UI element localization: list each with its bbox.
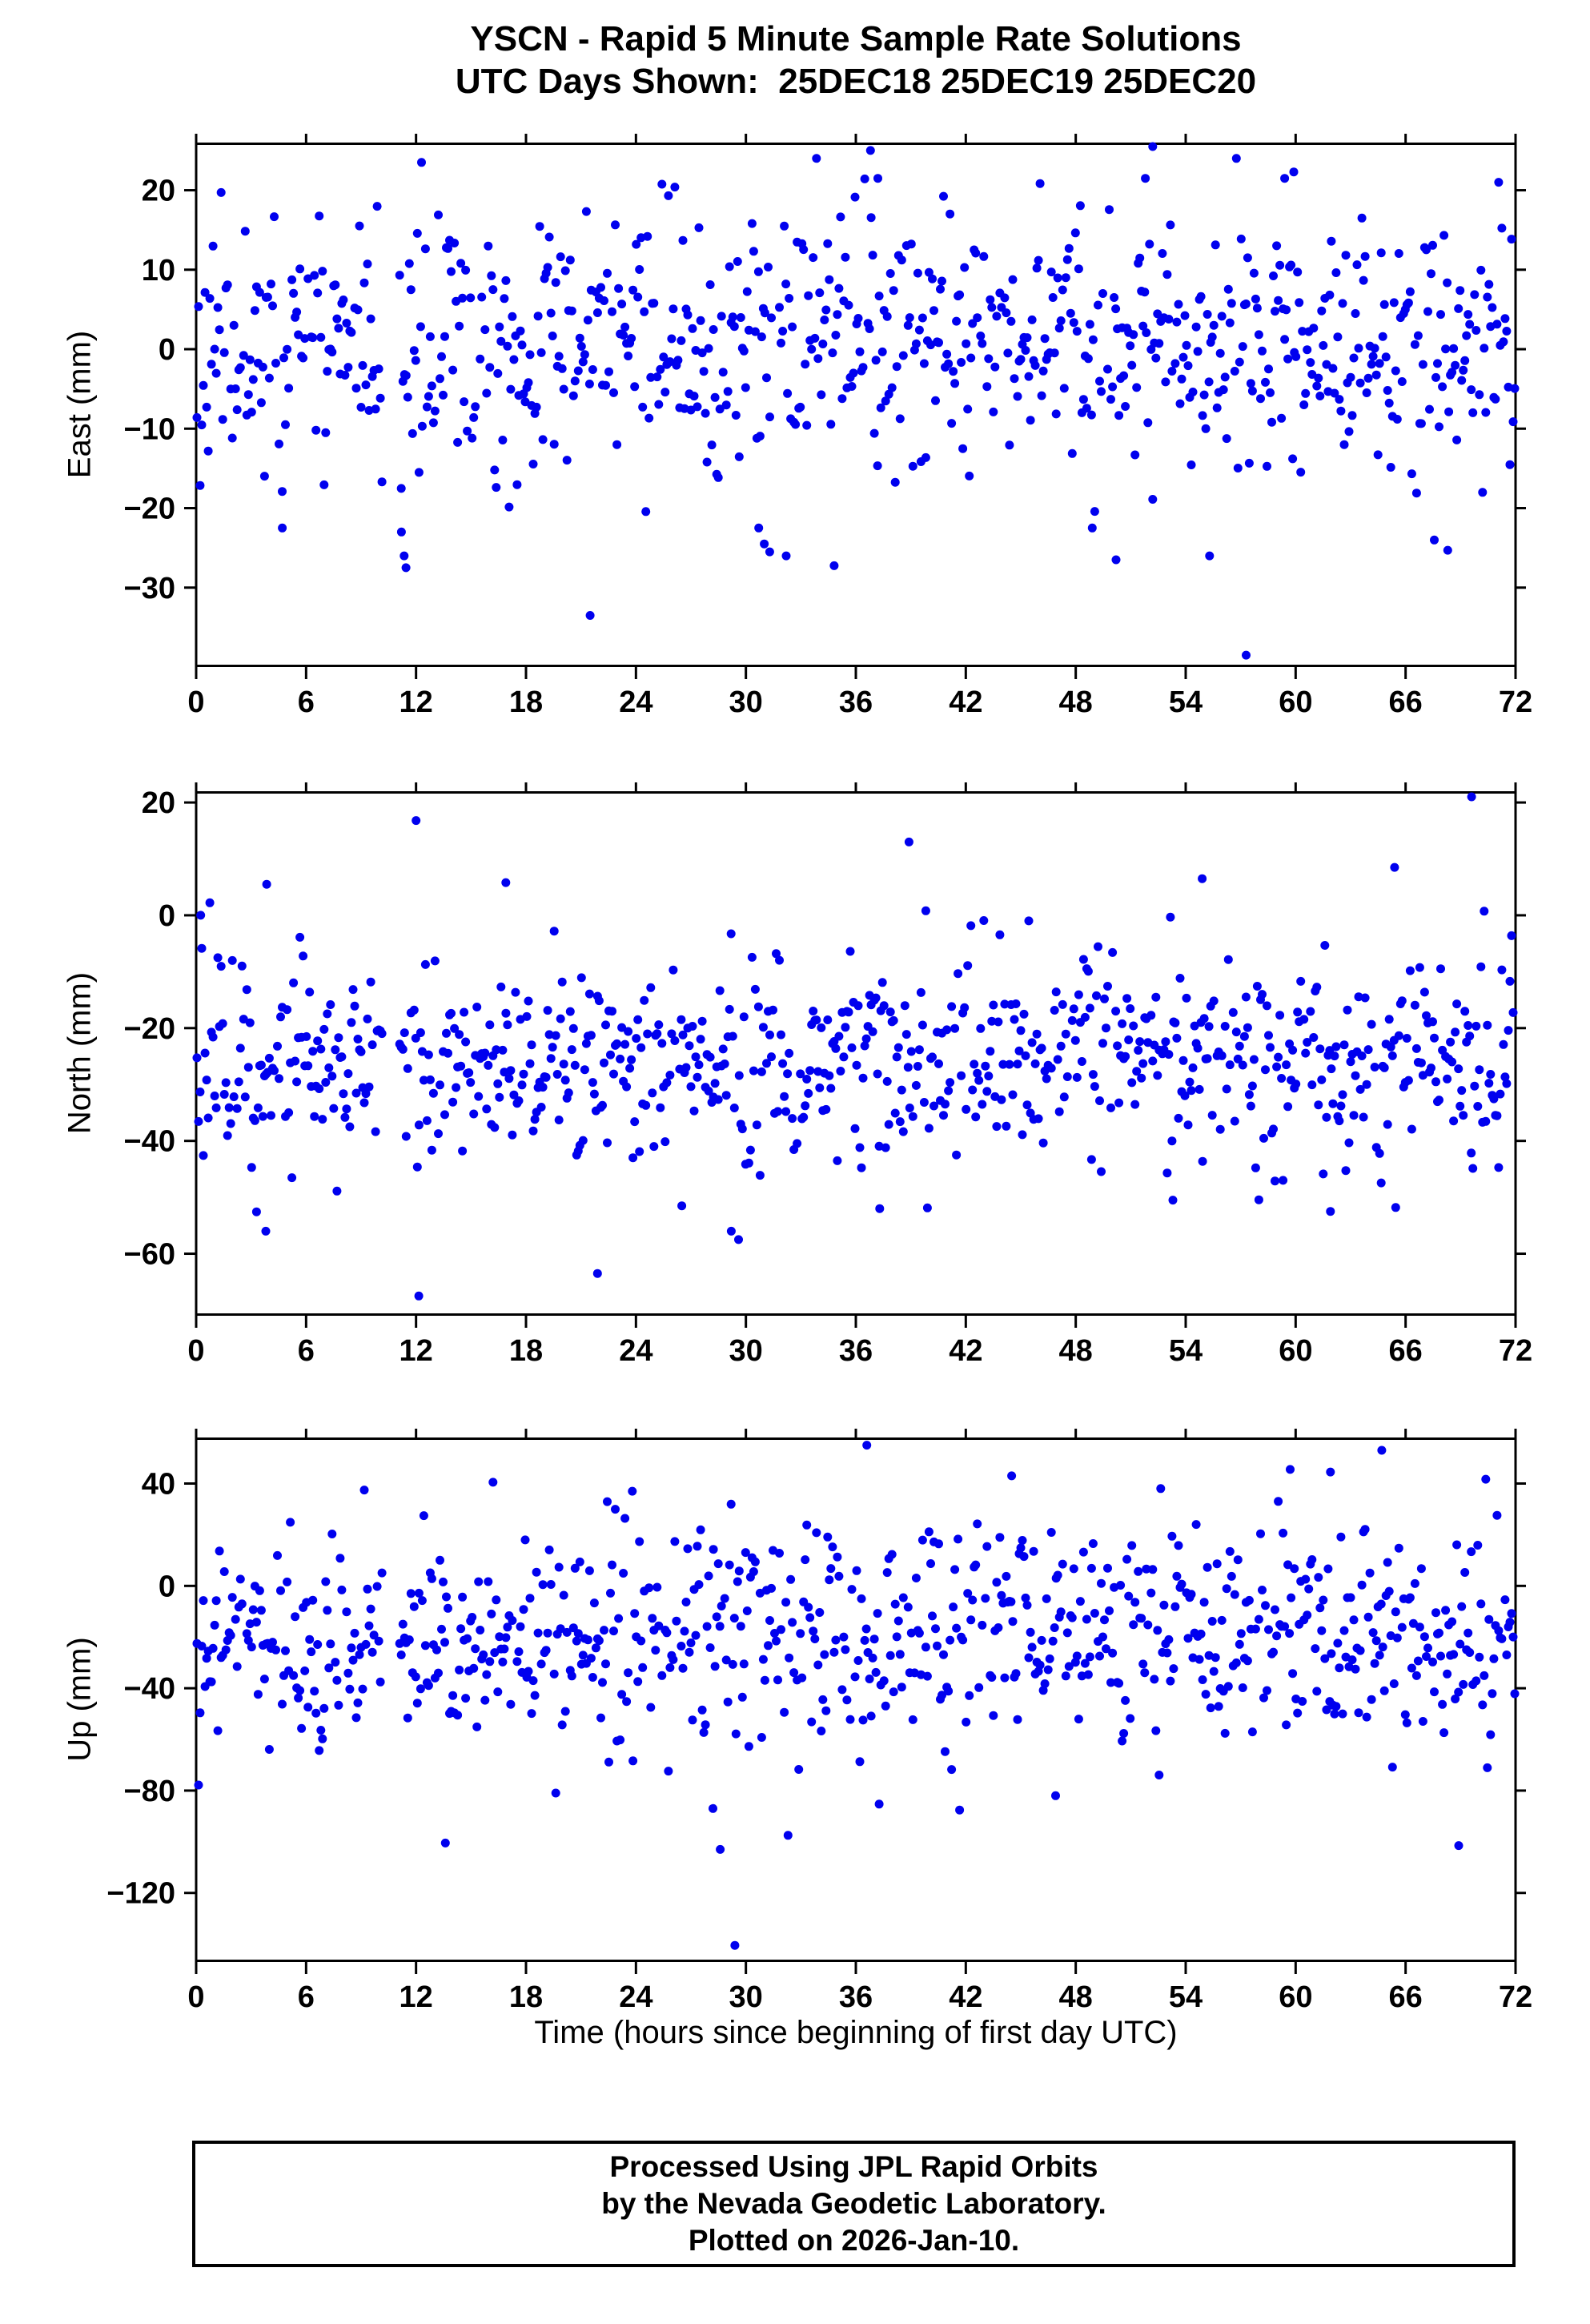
svg-text:48: 48 xyxy=(1059,1334,1093,1368)
svg-text:6: 6 xyxy=(298,1980,315,2014)
svg-text:18: 18 xyxy=(509,686,543,719)
svg-text:72: 72 xyxy=(1499,1980,1532,2014)
svg-text:−120: −120 xyxy=(106,1877,175,1911)
svg-text:0: 0 xyxy=(159,333,175,367)
svg-text:24: 24 xyxy=(619,1980,652,2014)
svg-text:54: 54 xyxy=(1169,1334,1203,1368)
svg-text:36: 36 xyxy=(839,686,873,719)
svg-text:−60: −60 xyxy=(124,1238,175,1272)
footer-box: Processed Using JPL Rapid Orbits by the … xyxy=(192,2141,1516,2267)
svg-text:−30: −30 xyxy=(124,572,175,605)
svg-text:30: 30 xyxy=(729,1334,763,1368)
svg-text:−20: −20 xyxy=(124,493,175,526)
svg-text:12: 12 xyxy=(400,1980,433,2014)
svg-text:54: 54 xyxy=(1169,686,1203,719)
svg-text:66: 66 xyxy=(1389,1980,1423,2014)
svg-text:66: 66 xyxy=(1389,1334,1423,1368)
svg-text:−80: −80 xyxy=(124,1775,175,1808)
svg-text:30: 30 xyxy=(729,1980,763,2014)
east-scatter-plot: 0 6 12 18 24 30 36 42 48 54 60 66 72 20 10 0 −10 −20 −30 xyxy=(124,134,1532,719)
up-scatter-plot: 0 6 12 18 24 30 36 42 48 54 60 66 72 40 0 −40 −80 −120 xyxy=(106,1429,1532,2014)
chart-title-line1: YSCN - Rapid 5 Minute Sample Rate Soluti… xyxy=(470,19,1242,58)
svg-text:40: 40 xyxy=(142,1468,175,1502)
svg-text:20: 20 xyxy=(142,175,175,208)
svg-text:0: 0 xyxy=(187,1334,204,1368)
svg-text:48: 48 xyxy=(1059,1980,1093,2014)
svg-text:42: 42 xyxy=(949,1334,982,1368)
svg-text:0: 0 xyxy=(187,1980,204,2014)
x-axis-label: Time (hours since beginning of first day… xyxy=(534,2015,1178,2050)
svg-text:0: 0 xyxy=(159,899,175,933)
north-scatter-plot: 0 6 12 18 24 30 36 42 48 54 60 66 72 20 0 −20 −40 −60 xyxy=(124,782,1532,1368)
svg-text:66: 66 xyxy=(1389,686,1423,719)
svg-text:18: 18 xyxy=(509,1334,543,1368)
svg-text:6: 6 xyxy=(298,1334,315,1368)
footer-line2: by the Nevada Geodetic Laboratory. xyxy=(601,2187,1106,2220)
svg-text:42: 42 xyxy=(949,1980,982,2014)
svg-text:24: 24 xyxy=(619,1334,652,1368)
svg-text:18: 18 xyxy=(509,1980,543,2014)
svg-text:60: 60 xyxy=(1279,1980,1312,2014)
svg-text:24: 24 xyxy=(619,686,652,719)
footer-line3: Plotted on 2026-Jan-10. xyxy=(688,2224,1020,2257)
svg-text:0: 0 xyxy=(159,1570,175,1603)
svg-text:36: 36 xyxy=(839,1334,873,1368)
svg-text:60: 60 xyxy=(1279,686,1312,719)
svg-text:30: 30 xyxy=(729,686,763,719)
svg-text:6: 6 xyxy=(298,686,315,719)
svg-text:0: 0 xyxy=(187,686,204,719)
chart-title-line2: UTC Days Shown: 25DEC18 25DEC19 25DEC20 xyxy=(455,62,1257,101)
svg-text:−10: −10 xyxy=(124,412,175,446)
svg-text:48: 48 xyxy=(1059,686,1093,719)
svg-text:20: 20 xyxy=(142,786,175,820)
svg-text:12: 12 xyxy=(400,1334,433,1368)
svg-text:72: 72 xyxy=(1499,686,1532,719)
chart-title: YSCN - Rapid 5 Minute Sample Rate Soluti… xyxy=(196,18,1516,103)
svg-text:36: 36 xyxy=(839,1980,873,2014)
svg-text:−40: −40 xyxy=(124,1672,175,1706)
svg-text:−40: −40 xyxy=(124,1125,175,1159)
footer-line1: Processed Using JPL Rapid Orbits xyxy=(609,2150,1098,2183)
svg-text:54: 54 xyxy=(1169,1980,1203,2014)
svg-text:72: 72 xyxy=(1499,1334,1532,1368)
svg-text:12: 12 xyxy=(400,686,433,719)
svg-text:10: 10 xyxy=(142,254,175,287)
svg-text:−20: −20 xyxy=(124,1012,175,1046)
svg-text:42: 42 xyxy=(949,686,982,719)
svg-text:60: 60 xyxy=(1279,1334,1312,1368)
